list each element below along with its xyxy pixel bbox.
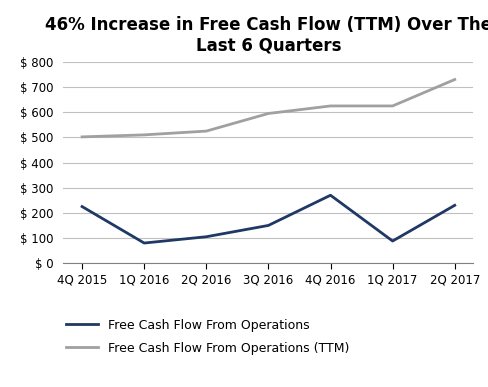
Free Cash Flow From Operations	[390, 239, 396, 243]
Free Cash Flow From Operations	[327, 193, 333, 198]
Free Cash Flow From Operations (TTM)	[265, 111, 271, 116]
Free Cash Flow From Operations (TTM)	[203, 129, 209, 134]
Free Cash Flow From Operations (TTM)	[390, 104, 396, 108]
Free Cash Flow From Operations	[203, 235, 209, 239]
Legend: Free Cash Flow From Operations, Free Cash Flow From Operations (TTM): Free Cash Flow From Operations, Free Cas…	[61, 314, 354, 360]
Line: Free Cash Flow From Operations: Free Cash Flow From Operations	[82, 195, 455, 243]
Free Cash Flow From Operations	[265, 223, 271, 228]
Title: 46% Increase in Free Cash Flow (TTM) Over The
Last 6 Quarters: 46% Increase in Free Cash Flow (TTM) Ove…	[45, 16, 488, 55]
Free Cash Flow From Operations (TTM)	[141, 132, 147, 137]
Free Cash Flow From Operations	[452, 203, 458, 208]
Free Cash Flow From Operations	[141, 241, 147, 245]
Free Cash Flow From Operations	[79, 204, 85, 209]
Free Cash Flow From Operations (TTM)	[327, 104, 333, 108]
Free Cash Flow From Operations (TTM)	[452, 77, 458, 82]
Free Cash Flow From Operations (TTM)	[79, 135, 85, 139]
Line: Free Cash Flow From Operations (TTM): Free Cash Flow From Operations (TTM)	[82, 80, 455, 137]
